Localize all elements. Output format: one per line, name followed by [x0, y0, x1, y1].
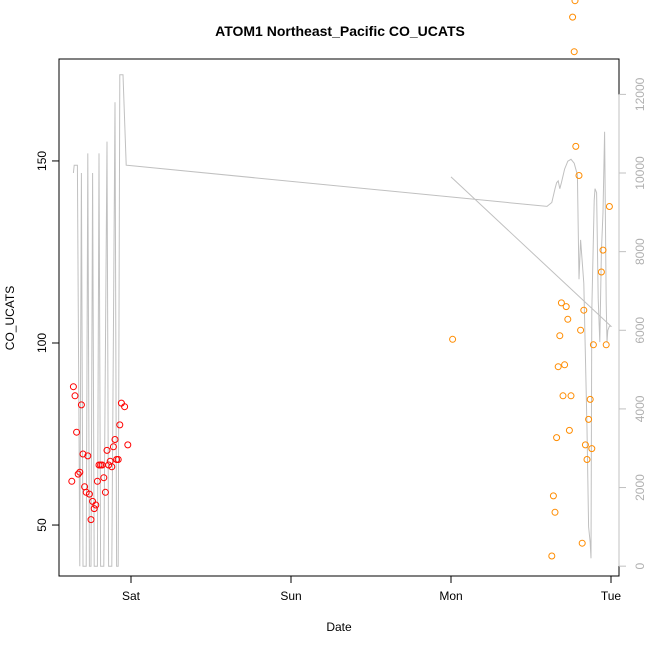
data-point	[111, 436, 119, 443]
data-point	[562, 303, 570, 311]
data-point	[567, 392, 575, 400]
y-tick-label: 100	[35, 333, 49, 353]
data-point	[103, 446, 111, 454]
data-point	[585, 415, 593, 423]
data-point	[109, 443, 117, 451]
data-point	[73, 428, 81, 436]
data-point	[605, 203, 613, 210]
data-point	[69, 383, 77, 391]
y2-tick-label: 4000	[633, 395, 647, 422]
y-axis-label: CO_UCATS	[3, 286, 17, 350]
data-point	[578, 539, 586, 547]
data-point	[121, 403, 129, 411]
data-point	[124, 441, 132, 449]
data-point	[577, 326, 585, 334]
y2-tick-label: 10000	[633, 156, 647, 190]
data-point	[548, 552, 556, 560]
chart-title: ATOM1 Northeast_Pacific CO_UCATS	[215, 23, 465, 39]
data-point	[589, 341, 597, 349]
data-point	[551, 508, 559, 516]
data-point	[87, 516, 95, 524]
data-point	[571, 0, 579, 5]
data-point	[116, 421, 124, 429]
data-point	[101, 488, 109, 496]
x-tick-label: Sun	[280, 589, 301, 603]
axes-layer: Sat Sun Mon Tue 50 100 150 0 2000 4000 6000 8000 100…	[35, 77, 647, 603]
data-point	[553, 434, 561, 442]
data-point	[117, 399, 125, 407]
data-point	[597, 268, 605, 276]
y2-tick-label: 0	[633, 563, 647, 570]
x-tick-label: Tue	[601, 589, 622, 603]
data-point	[581, 441, 589, 449]
data-point	[575, 172, 583, 179]
data-point	[559, 392, 567, 400]
y-tick-label: 50	[35, 518, 49, 532]
data-point	[76, 468, 84, 476]
data-point	[84, 452, 92, 460]
data-point	[79, 450, 87, 458]
data-point	[588, 445, 596, 453]
x-tick-label: Mon	[439, 589, 462, 603]
points-layer	[68, 0, 613, 560]
data-point	[114, 456, 122, 463]
data-point	[549, 492, 557, 500]
data-point	[565, 426, 573, 434]
data-point	[557, 299, 565, 307]
x-tick-label: Sat	[122, 589, 141, 603]
data-point	[100, 474, 108, 482]
data-point	[554, 363, 562, 371]
data-point	[92, 501, 100, 509]
data-point	[569, 13, 577, 21]
data-point	[74, 470, 82, 478]
y2-tick-label: 6000	[633, 317, 647, 344]
data-point	[564, 315, 572, 323]
y2-tick-label: 2000	[633, 474, 647, 501]
data-point	[586, 395, 594, 403]
data-point	[71, 392, 79, 400]
y2-tick-label: 12000	[633, 77, 647, 111]
plot-frame	[58, 58, 620, 577]
altitude-line	[72, 74, 613, 567]
data-point	[93, 477, 101, 485]
data-point	[556, 332, 564, 340]
y2-tick-label: 8000	[633, 238, 647, 265]
data-point	[77, 401, 85, 409]
data-point	[90, 505, 98, 513]
data-point	[561, 361, 569, 369]
y-tick-label: 150	[35, 151, 49, 171]
data-point	[602, 341, 610, 349]
data-point	[580, 306, 588, 314]
data-point	[108, 463, 116, 471]
data-point	[89, 497, 97, 505]
altitude-layer	[72, 74, 613, 567]
data-point	[572, 142, 580, 150]
data-point	[583, 456, 591, 463]
data-point	[449, 335, 457, 343]
data-point	[68, 477, 76, 485]
x-axis-label: Date	[326, 620, 352, 634]
data-point	[570, 48, 578, 56]
data-point	[599, 246, 607, 254]
data-point	[85, 490, 93, 498]
